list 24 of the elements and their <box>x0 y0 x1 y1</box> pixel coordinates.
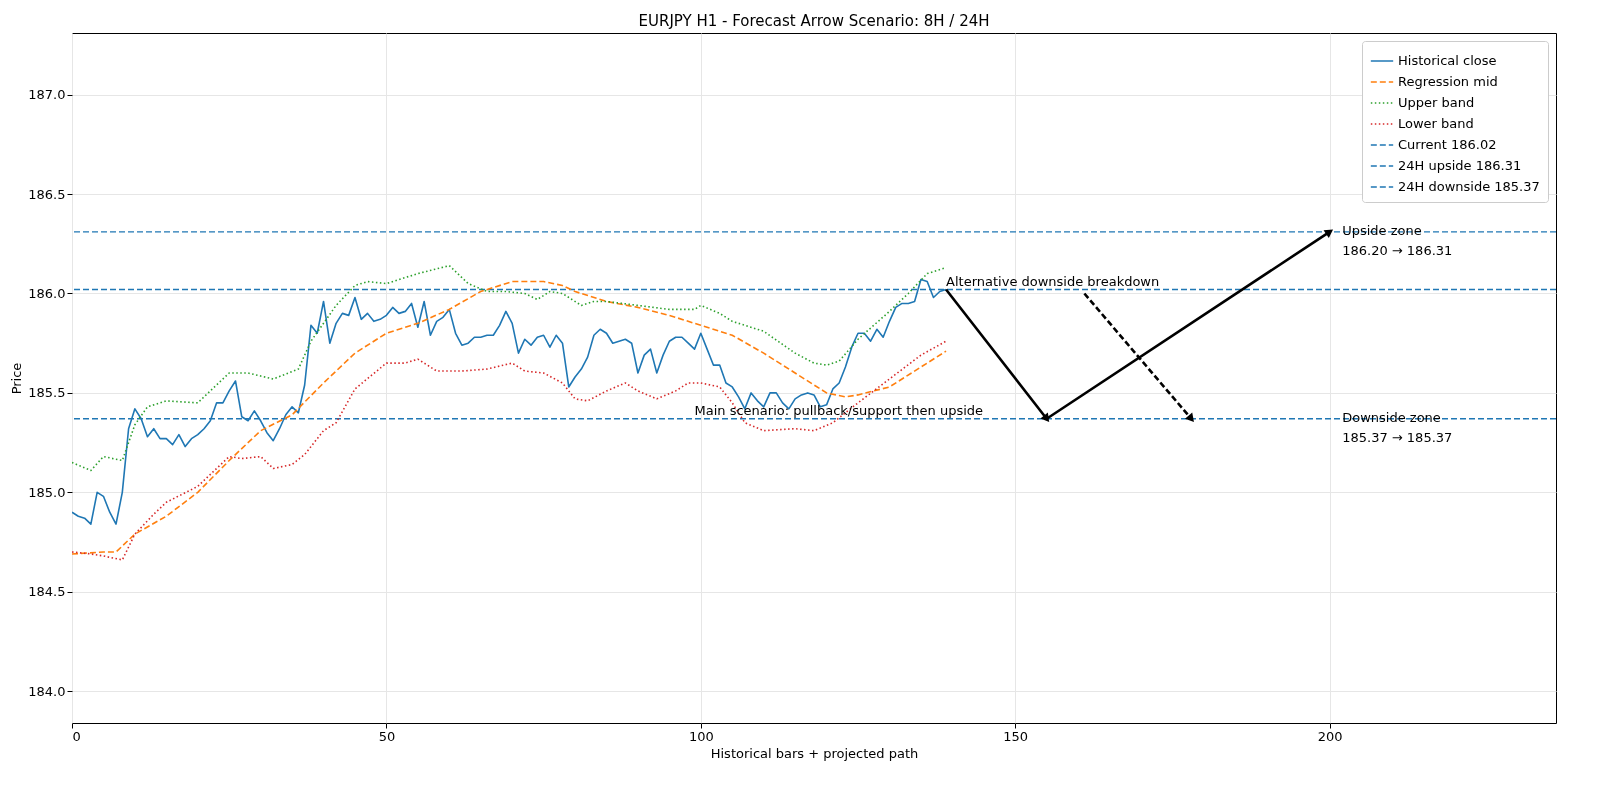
x-tick-label: 50 <box>378 728 396 744</box>
y-tick-label: 187.0 <box>28 87 66 103</box>
legend-label: Lower band <box>1398 116 1474 131</box>
legend-label: Upper band <box>1398 95 1475 110</box>
legend-label: Historical close <box>1398 53 1497 68</box>
y-tick-label: 186.0 <box>28 285 66 301</box>
y-tick-label: 185.5 <box>28 385 66 401</box>
legend-label: Current 186.02 <box>1398 137 1497 152</box>
x-tick-label: 100 <box>688 728 714 744</box>
y-tick-label: 184.0 <box>28 683 66 699</box>
y-axis-title: Price <box>9 362 25 395</box>
x-tick-label: 200 <box>1317 728 1343 744</box>
y-tick-label: 185.0 <box>28 484 66 500</box>
x-tick-label: 150 <box>1003 728 1029 744</box>
legend-label: Regression mid <box>1398 74 1498 89</box>
legend-label: 24H upside 186.31 <box>1398 158 1522 173</box>
annotation: Main scenario: pullback/support then upside <box>694 402 984 418</box>
legend-label: 24H downside 185.37 <box>1398 179 1540 194</box>
annotation: Alternative downside breakdown <box>946 273 1160 289</box>
y-tick-label: 184.5 <box>28 584 66 600</box>
x-axis-title: Historical bars + projected path <box>710 745 919 761</box>
x-tick-label: 0 <box>72 728 81 744</box>
chart-title: EURJPY H1 - Forecast Arrow Scenario: 8H / 24H <box>638 12 990 30</box>
y-tick-label: 186.5 <box>28 186 66 202</box>
